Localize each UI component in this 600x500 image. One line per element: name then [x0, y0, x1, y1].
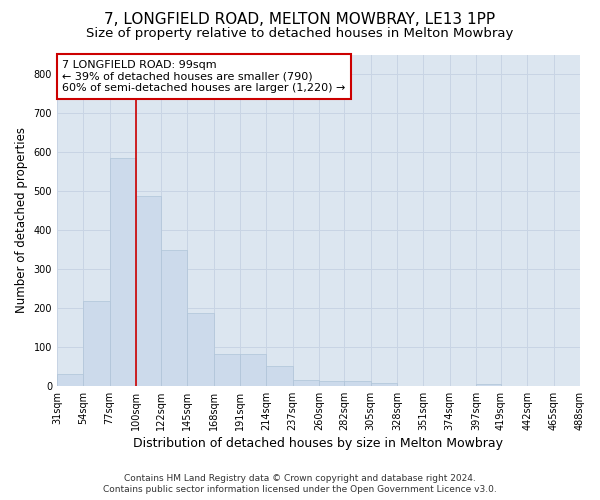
Text: Contains HM Land Registry data © Crown copyright and database right 2024.
Contai: Contains HM Land Registry data © Crown c… — [103, 474, 497, 494]
Bar — [476, 384, 501, 386]
Bar — [293, 380, 319, 386]
Bar — [57, 374, 83, 386]
Bar — [266, 366, 293, 386]
Bar — [319, 381, 344, 386]
Bar — [214, 354, 240, 386]
Bar — [83, 301, 110, 386]
Text: 7 LONGFIELD ROAD: 99sqm
← 39% of detached houses are smaller (790)
60% of semi-d: 7 LONGFIELD ROAD: 99sqm ← 39% of detache… — [62, 60, 346, 93]
Text: 7, LONGFIELD ROAD, MELTON MOWBRAY, LE13 1PP: 7, LONGFIELD ROAD, MELTON MOWBRAY, LE13 … — [104, 12, 496, 28]
Bar — [240, 354, 266, 386]
Y-axis label: Number of detached properties: Number of detached properties — [15, 128, 28, 314]
Bar — [110, 158, 136, 386]
Bar — [344, 381, 371, 386]
Bar — [161, 250, 187, 386]
Bar — [371, 383, 397, 386]
Text: Size of property relative to detached houses in Melton Mowbray: Size of property relative to detached ho… — [86, 28, 514, 40]
X-axis label: Distribution of detached houses by size in Melton Mowbray: Distribution of detached houses by size … — [133, 437, 503, 450]
Bar — [136, 196, 161, 386]
Bar — [187, 312, 214, 386]
